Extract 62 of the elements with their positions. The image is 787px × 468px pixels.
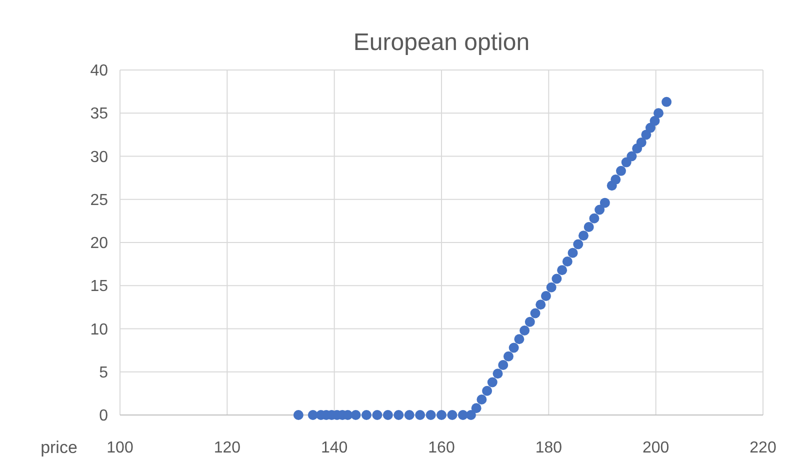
point (540, 290, 551, 301)
point (524, 316, 535, 327)
point (594, 204, 605, 215)
y-tick-label: 30 (90, 148, 108, 166)
point (654, 108, 664, 118)
point (636, 137, 646, 148)
point (482, 386, 492, 396)
x-tick-label: 180 (535, 440, 562, 457)
point (520, 325, 530, 336)
point (466, 410, 476, 420)
y-tick-label: 35 (90, 106, 108, 123)
y-tick-label: 10 (90, 321, 108, 338)
point (471, 403, 482, 414)
point (350, 410, 361, 420)
x-tick-label: 220 (750, 440, 776, 457)
point (573, 239, 584, 250)
point (415, 410, 426, 420)
point (514, 334, 524, 344)
point (498, 360, 508, 370)
y-tick-label: 0 (99, 408, 108, 425)
point (382, 410, 393, 420)
x-tick-label: 160 (428, 440, 455, 457)
point (426, 410, 436, 420)
x-tick-label: 200 (642, 440, 670, 457)
point (361, 410, 372, 420)
y-tick-label: 5 (99, 364, 108, 382)
point (492, 368, 503, 379)
point (476, 394, 487, 404)
point (372, 410, 382, 420)
x-axis-title: price (40, 438, 78, 457)
chart-title: European option (353, 29, 530, 56)
x-tick-label: 100 (106, 440, 134, 457)
y-tick-label: 20 (90, 235, 108, 252)
point (584, 222, 594, 232)
point (589, 213, 600, 224)
point (293, 410, 304, 420)
point (568, 248, 578, 258)
point (487, 377, 498, 388)
point (650, 116, 660, 126)
point (536, 300, 546, 310)
point (610, 174, 621, 185)
y-tick-label: 40 (90, 62, 108, 80)
point (546, 282, 556, 292)
point (600, 198, 610, 208)
point (530, 308, 540, 318)
point (508, 342, 519, 353)
point (578, 230, 588, 241)
point (662, 96, 672, 107)
y-tick-label: 15 (90, 278, 108, 296)
point (436, 410, 446, 420)
point (404, 410, 414, 420)
point (394, 410, 404, 420)
point (447, 410, 458, 420)
point (626, 151, 637, 162)
point (616, 166, 626, 176)
point (562, 256, 572, 266)
point (503, 351, 514, 362)
point (557, 265, 568, 276)
x-tick-label: 140 (320, 440, 348, 457)
x-tick-label: 120 (214, 440, 241, 457)
point (552, 274, 562, 284)
y-tick-label: 25 (90, 192, 108, 209)
